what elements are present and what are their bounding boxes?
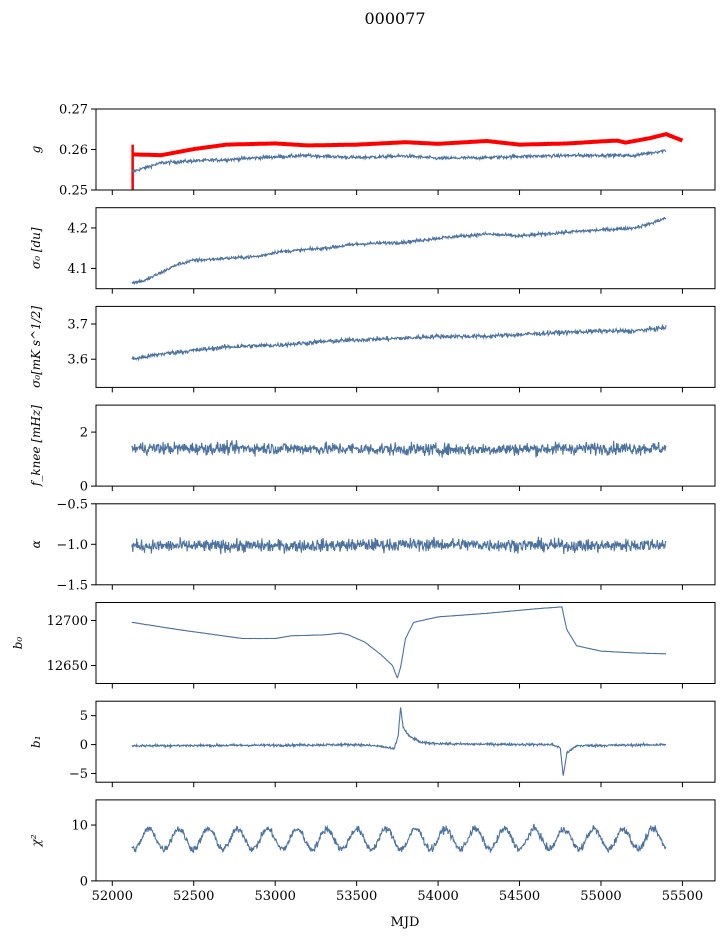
panel-fknee: 0 2 f_knee [mHz] <box>29 404 716 495</box>
x-axis-label: MJD <box>391 915 420 930</box>
y-axis-label-g: g <box>29 145 43 153</box>
y-tick-label-sigma0-du-0: 4.1 <box>67 262 88 277</box>
y-axis-label-sigma0-mk: σ₀[mK s^1/2] <box>29 306 43 388</box>
panel-frame-chi2 <box>95 799 716 882</box>
panel-chi2: 0 10 52000 52500 53000 53500 54000 54500 55000 55… <box>29 799 716 904</box>
panel-sigma0-du: 4.1 4.2 σ₀ [du] <box>29 207 716 294</box>
panel-frame-b1 <box>95 700 716 783</box>
y-tick-label-b0-1: 12700 <box>47 614 88 629</box>
y-axis-label-b1: b₁ <box>29 735 43 748</box>
y-tick-label-alpha-2: −0.5 <box>56 497 88 512</box>
panel-frame-b0 <box>95 602 716 684</box>
x-tick-label-5: 54500 <box>499 889 540 904</box>
x-tick-label-4: 54000 <box>417 889 458 904</box>
x-tick-label-1: 52500 <box>173 889 214 904</box>
series-line-b1-0 <box>131 707 667 776</box>
x-tick-label-3: 53500 <box>336 889 377 904</box>
series-line-alpha-0 <box>131 536 667 555</box>
y-axis-label-fknee: f_knee [mHz] <box>29 405 43 487</box>
series-line-g-1 <box>131 148 667 174</box>
y-tick-label-alpha-1: −1.0 <box>56 538 88 553</box>
y-axis-label-sigma0-du: σ₀ [du] <box>29 227 43 269</box>
y-tick-label-g-2: 0.27 <box>59 103 88 118</box>
x-tick-label-0: 52000 <box>92 889 133 904</box>
y-tick-label-b1-2: 5 <box>80 709 88 724</box>
y-axis-label-alpha: α <box>29 540 43 548</box>
y-tick-label-g-1: 0.26 <box>59 143 88 158</box>
series-line-sigma0-du-0 <box>131 216 667 286</box>
y-tick-label-chi2-1: 10 <box>71 819 88 834</box>
y-tick-label-g-0: 0.25 <box>59 184 88 199</box>
panel-alpha: −1.5 −1.0 −0.5 α <box>29 497 716 593</box>
chart-title: 000077 <box>364 9 425 28</box>
y-tick-label-b1-0: −5 <box>69 767 88 782</box>
panel-frame-sigma0-mk <box>95 305 716 388</box>
y-tick-label-fknee-1: 2 <box>80 426 88 441</box>
x-tick-label-2: 53000 <box>255 889 296 904</box>
x-tick-label-6: 55000 <box>580 889 621 904</box>
x-tick-label-7: 55500 <box>662 889 703 904</box>
panel-frame-fknee <box>95 404 716 487</box>
panels: 0.25 0.26 0.27 g 4.1 4.2 σ₀ [du] 3.6 3.7 σ₀[mK s^… <box>11 103 716 904</box>
series-line-b0-0 <box>131 606 667 679</box>
panel-b1: −5 0 5 b₁ <box>29 700 716 788</box>
panel-frame-sigma0-du <box>95 207 716 290</box>
series-line-fknee-0 <box>131 439 667 458</box>
panel-g: 0.25 0.26 0.27 g <box>29 103 716 199</box>
y-axis-label-chi2: χ² <box>29 834 43 847</box>
y-tick-label-sigma0-du-1: 4.2 <box>67 221 88 236</box>
y-axis-label-b0: b₀ <box>11 637 25 650</box>
series-line-chi2-0 <box>131 823 667 854</box>
y-tick-label-sigma0-mk-0: 3.6 <box>67 353 88 368</box>
y-tick-label-b1-1: 0 <box>80 738 88 753</box>
y-tick-label-fknee-0: 0 <box>80 480 88 495</box>
panel-sigma0-mk: 3.6 3.7 σ₀[mK s^1/2] <box>29 305 716 393</box>
y-tick-label-sigma0-mk-1: 3.7 <box>67 318 88 333</box>
panel-b0: 12650 12700 b₀ <box>11 602 716 689</box>
y-tick-label-alpha-0: −1.5 <box>56 578 88 593</box>
series-line-g-0 <box>131 131 684 158</box>
y-tick-label-b0-0: 12650 <box>47 659 88 674</box>
y-tick-label-chi2-0: 0 <box>80 874 88 889</box>
series-line-sigma0-mk-0 <box>131 324 667 362</box>
